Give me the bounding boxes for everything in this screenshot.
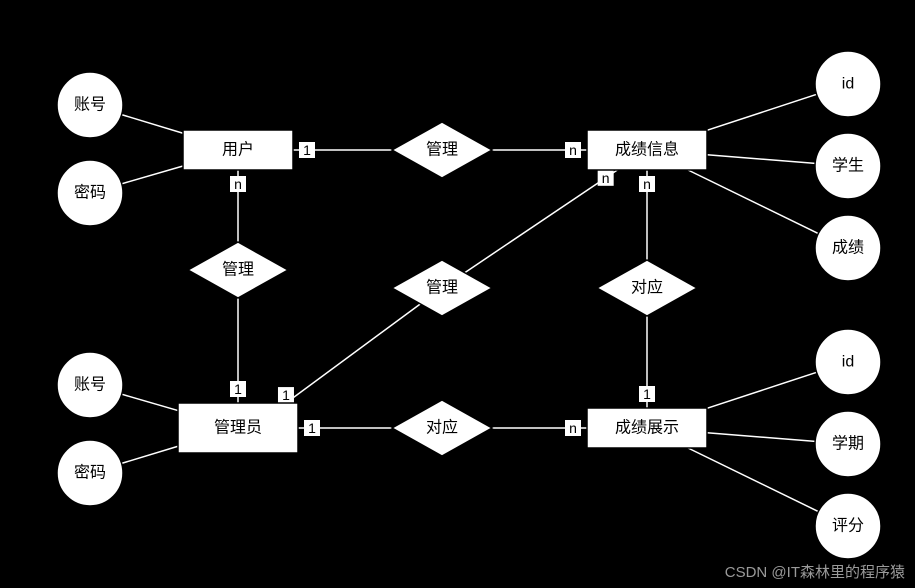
edge [707, 372, 817, 408]
edge [122, 446, 178, 463]
cardinality-label: 1 [234, 381, 242, 397]
edge [707, 433, 815, 442]
relationship-label: 管理 [222, 261, 254, 279]
entity-label: 成绩信息 [615, 141, 679, 159]
cardinality-label: n [234, 176, 242, 192]
attribute-label: 学生 [832, 157, 864, 175]
relationship-label: 对应 [426, 418, 458, 437]
attribute-label: 学期 [832, 435, 864, 453]
attribute-label: 密码 [74, 184, 106, 202]
cardinality-label: 1 [303, 142, 311, 158]
attribute-label: 账号 [74, 376, 106, 394]
edge [688, 170, 818, 234]
er-diagram: 1nn1n1n11n用户管理员成绩信息成绩展示管理管理管理对应对应账号密码账号密… [0, 0, 915, 588]
cardinality-label: n [643, 176, 651, 192]
entity-label: 用户 [222, 141, 254, 159]
attribute-label: 评分 [832, 517, 864, 535]
edge [122, 166, 183, 184]
cardinality-label: 1 [282, 387, 290, 403]
cardinality-label: n [602, 170, 610, 186]
attribute-label: 密码 [74, 464, 106, 482]
edge [707, 94, 817, 130]
edge [122, 115, 183, 134]
cardinality-label: 1 [308, 420, 316, 436]
cardinality-label: 1 [643, 386, 651, 402]
entity-label: 成绩展示 [615, 419, 679, 437]
nodes-layer: 用户管理员成绩信息成绩展示管理管理管理对应对应账号密码账号密码id学生成绩id学… [57, 51, 881, 559]
relationship-label: 管理 [426, 279, 458, 297]
edge [688, 448, 818, 512]
attribute-label: id [842, 354, 854, 371]
edge [465, 170, 618, 273]
attribute-label: 账号 [74, 96, 106, 114]
relationship-label: 管理 [426, 141, 458, 159]
relationship-label: 对应 [631, 278, 663, 297]
edge [122, 394, 178, 410]
attribute-label: 成绩 [832, 239, 864, 257]
cardinality-label: n [569, 420, 577, 436]
edge [707, 155, 815, 164]
watermark-text: CSDN @IT森林里的程序猿 [725, 561, 905, 582]
cardinality-label: n [569, 142, 577, 158]
entity-label: 管理员 [214, 419, 262, 437]
edge [286, 304, 420, 403]
attribute-label: id [842, 76, 854, 93]
